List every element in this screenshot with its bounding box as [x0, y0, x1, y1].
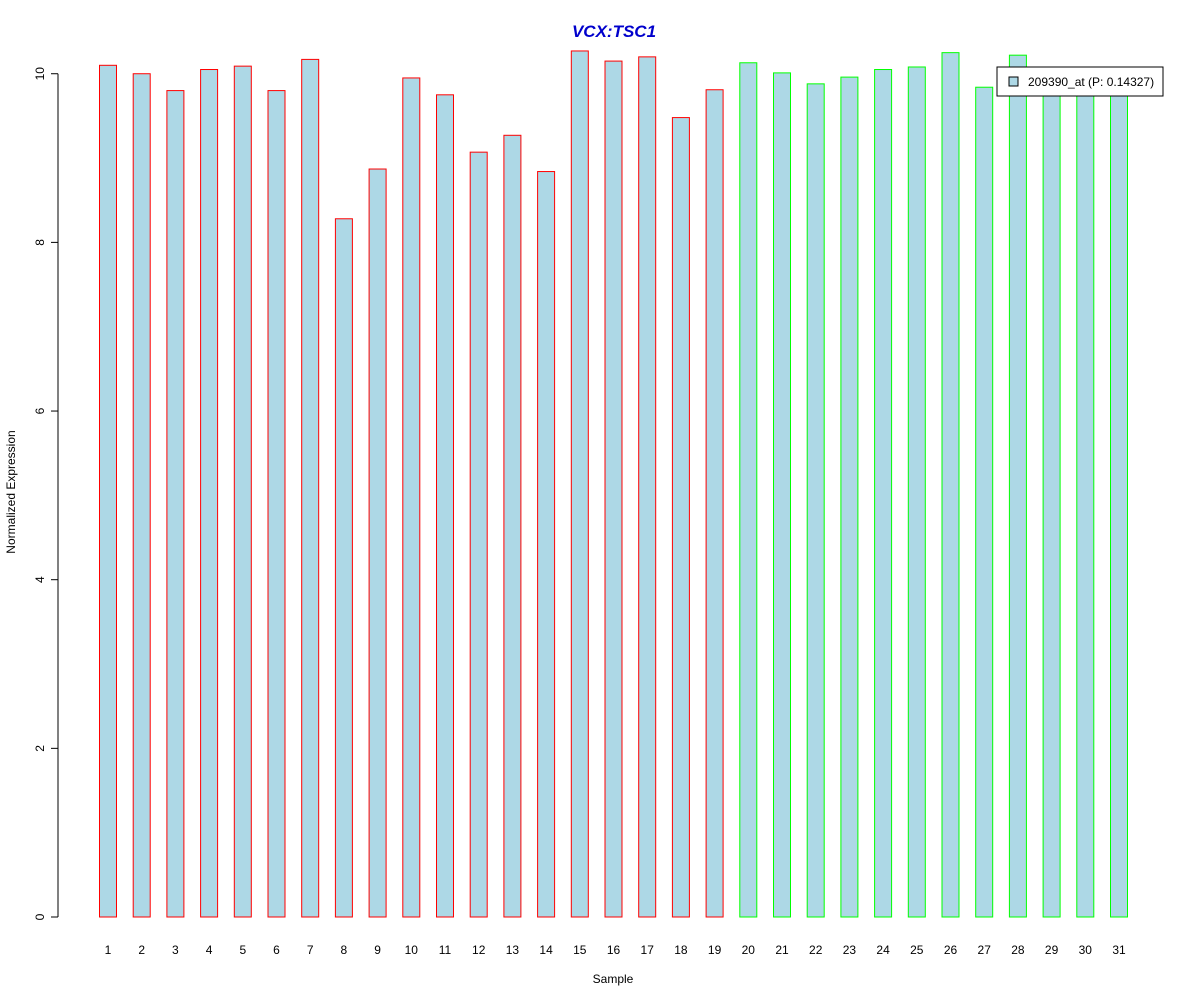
legend-box — [996, 66, 1164, 97]
x-tick-label: 14 — [539, 943, 553, 957]
x-tick-label: 9 — [374, 943, 381, 957]
bar-sample-9 — [368, 168, 387, 918]
legend: 209390_at (P: 0.14327) — [996, 66, 1164, 97]
x-tick-label: 31 — [1112, 943, 1126, 957]
x-tick-label: 10 — [405, 943, 419, 957]
y-tick-label: 0 — [33, 913, 47, 920]
y-tick-label: 10 — [33, 67, 47, 81]
bar-sample-31 — [1110, 82, 1128, 918]
legend-swatch — [1008, 76, 1019, 87]
bar-sample-7 — [301, 58, 320, 918]
y-tick-label: 2 — [33, 745, 47, 752]
bar-sample-16 — [604, 60, 623, 918]
x-tick-label: 8 — [341, 943, 348, 957]
bar-sample-15 — [570, 50, 589, 918]
x-tick-label: 18 — [674, 943, 688, 957]
bar-sample-26 — [941, 52, 960, 918]
y-axis: 0 2 4 6 8 10 — [33, 67, 59, 920]
bar-sample-28 — [1008, 54, 1027, 918]
x-tick-label: 23 — [843, 943, 857, 957]
bar-sample-4 — [200, 69, 219, 918]
bar-sample-21 — [773, 72, 791, 918]
x-tick-label: 24 — [876, 943, 890, 957]
y-tick-label: 4 — [33, 576, 47, 583]
x-tick-label: 26 — [944, 943, 958, 957]
y-tick-label: 6 — [33, 407, 47, 414]
x-tick-label: 2 — [138, 943, 145, 957]
bar-sample-11 — [436, 94, 454, 918]
x-tick-label: 12 — [472, 943, 486, 957]
bar-sample-8 — [334, 218, 353, 918]
bar-sample-5 — [233, 65, 252, 918]
bar-sample-1 — [99, 64, 117, 918]
x-tick-label: 19 — [708, 943, 722, 957]
x-tick-label: 29 — [1045, 943, 1059, 957]
x-tick-label: 6 — [273, 943, 280, 957]
y-tick-label: 8 — [33, 239, 47, 246]
bar-sample-30 — [1076, 84, 1095, 918]
x-tick-label: 22 — [809, 943, 823, 957]
x-tick-label: 1 — [105, 943, 112, 957]
bar-sample-18 — [671, 117, 690, 918]
chart-title: VCX:TSC1 — [572, 22, 656, 41]
bar-sample-29 — [1042, 85, 1061, 918]
x-tick-label: 16 — [607, 943, 621, 957]
bar-sample-25 — [907, 66, 926, 918]
bar-sample-12 — [469, 151, 488, 918]
x-tick-label: 15 — [573, 943, 587, 957]
bar-sample-17 — [638, 56, 657, 918]
x-axis-label: Sample — [593, 972, 634, 986]
x-tick-label: 28 — [1011, 943, 1025, 957]
x-tick-label: 5 — [239, 943, 246, 957]
x-tick-label: 27 — [978, 943, 992, 957]
bars — [99, 50, 1128, 918]
bar-sample-13 — [503, 134, 522, 918]
x-tick-label: 25 — [910, 943, 924, 957]
x-tick-label: 3 — [172, 943, 179, 957]
bar-sample-6 — [267, 90, 286, 918]
x-tick-label: 4 — [206, 943, 213, 957]
bar-sample-14 — [537, 171, 556, 918]
x-tick-label: 11 — [439, 943, 452, 957]
x-tick-label: 30 — [1079, 943, 1093, 957]
bar-sample-23 — [840, 76, 859, 918]
y-axis-label: Normalized Expression — [4, 430, 18, 553]
legend-label: 209390_at (P: 0.14327) — [1028, 75, 1154, 89]
bar-sample-24 — [874, 69, 893, 918]
bar-sample-2 — [132, 73, 151, 918]
bar-sample-3 — [166, 90, 185, 918]
bar-sample-27 — [975, 86, 994, 918]
bar-sample-10 — [402, 77, 421, 918]
bar-sample-19 — [705, 89, 724, 918]
x-tick-label: 7 — [307, 943, 314, 957]
bar-sample-22 — [806, 83, 825, 918]
x-tick-label: 21 — [775, 943, 789, 957]
x-tick-label: 17 — [641, 943, 655, 957]
x-tick-label: 20 — [742, 943, 756, 957]
x-tick-label: 13 — [506, 943, 520, 957]
bar-sample-20 — [739, 62, 758, 918]
x-tick-labels: 1 2 3 4 5 6 7 8 9 10 11 12 13 14 15 16 17 18 19 20 21 22 23 24 2… — [105, 943, 1126, 957]
